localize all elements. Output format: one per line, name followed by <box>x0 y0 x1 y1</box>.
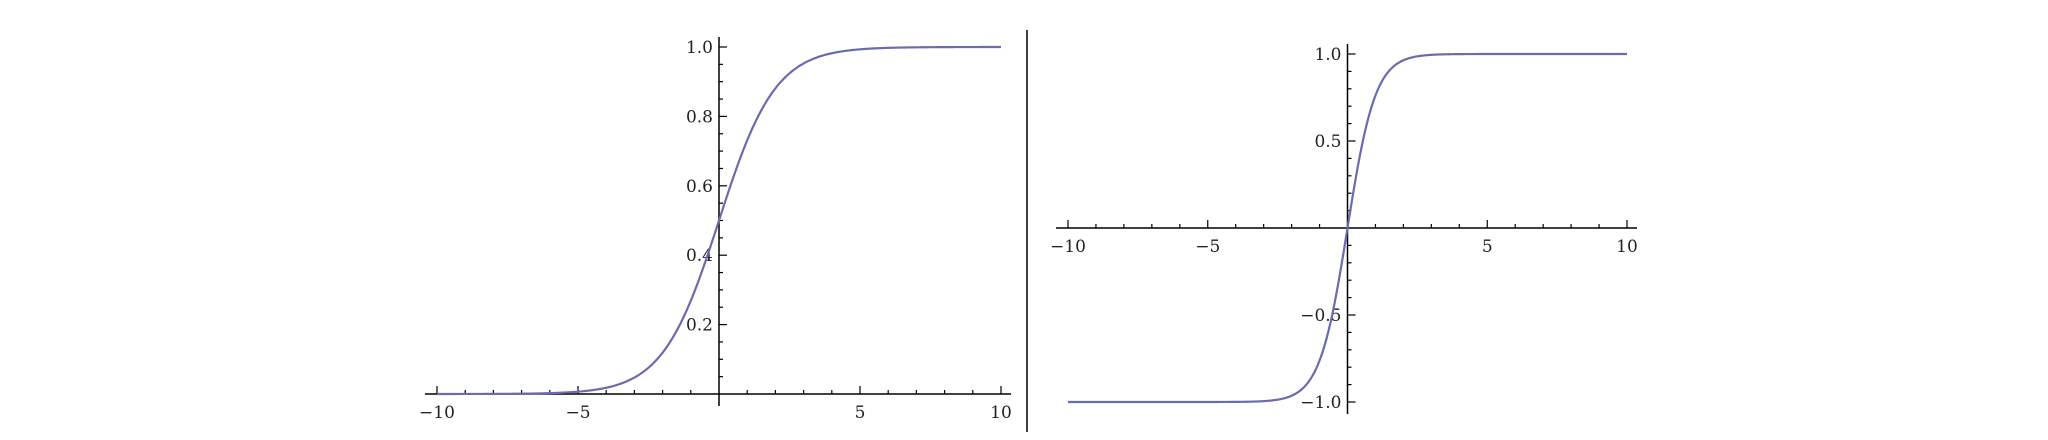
tanh-x-tick-label: −10 <box>1050 237 1086 257</box>
sigmoid-x-tick-label: −10 <box>419 403 455 423</box>
tanh-y-tick-label: 0.5 <box>1314 132 1341 152</box>
tanh-x-tick-label: 5 <box>1482 237 1493 257</box>
tanh-y-tick-label: 1.0 <box>1314 45 1341 65</box>
tanh-x-tick-label: −5 <box>1195 237 1220 257</box>
tanh-x-tick-label: 10 <box>1616 237 1638 257</box>
sigmoid-chart: −10 −5 5 100.20.40.60.81.0 <box>419 37 1012 423</box>
sigmoid-x-tick-label: 5 <box>855 403 866 423</box>
sigmoid-x-tick-label: −5 <box>565 403 590 423</box>
sigmoid-y-tick-label: 1.0 <box>686 38 713 58</box>
tanh-y-tick-label: −0.5 <box>1300 306 1341 326</box>
sigmoid-y-tick-label: 0.6 <box>686 177 713 197</box>
sigmoid-x-tick-label: 10 <box>990 403 1012 423</box>
sigmoid-y-tick-label: 0.2 <box>686 316 713 336</box>
sigmoid-y-tick-label: 0.8 <box>686 107 713 127</box>
tanh-chart: −10 −5 5 10 −1.0 −0.5 0.5 1.0 <box>1050 44 1638 414</box>
tanh-y-tick-label: −1.0 <box>1300 393 1341 413</box>
